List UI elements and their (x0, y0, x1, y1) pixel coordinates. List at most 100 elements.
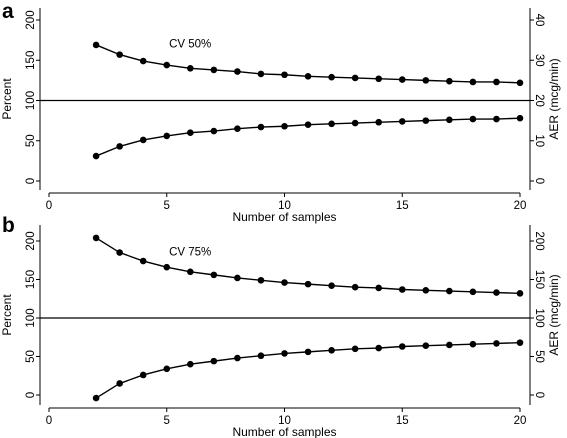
y-tick-label: 200 (25, 10, 37, 29)
data-point (328, 73, 335, 81)
data-point (398, 76, 406, 83)
data-point (210, 127, 218, 135)
data-point (304, 348, 312, 356)
y-tick-label: 100 (25, 308, 37, 327)
data-point (516, 339, 524, 346)
data-point (234, 125, 241, 132)
y-tick-label: 50 (25, 350, 37, 363)
data-point (234, 274, 241, 282)
x-axis-title: Number of samples (232, 425, 336, 438)
data-point (328, 282, 335, 289)
data-point (281, 71, 288, 79)
data-point (375, 118, 383, 126)
x-tick-label: 10 (278, 415, 291, 427)
y-axis-title: Percent (0, 294, 14, 336)
data-point (469, 340, 477, 348)
x-tick-label: 0 (46, 200, 52, 212)
y-right-tick-label: 200 (533, 231, 545, 250)
data-point (281, 350, 288, 357)
data-point (516, 290, 524, 297)
data-point (469, 115, 477, 123)
data-point (351, 119, 359, 127)
data-point (304, 280, 312, 288)
data-point (304, 73, 312, 80)
data-point (210, 357, 218, 365)
y-right-tick-label: 0 (533, 178, 545, 184)
data-point (92, 152, 100, 160)
data-point (92, 234, 100, 242)
data-point (422, 77, 430, 84)
data-point (375, 75, 383, 83)
data-point (422, 342, 430, 350)
data-point (116, 249, 123, 256)
data-point (139, 57, 147, 65)
data-point (446, 287, 453, 295)
data-point (257, 123, 265, 131)
data-point (422, 286, 430, 294)
x-tick-label: 5 (164, 415, 170, 427)
data-point (375, 344, 383, 352)
y-tick-label: 200 (25, 231, 37, 250)
data-point (187, 65, 194, 72)
data-point (116, 51, 123, 58)
data-point (163, 132, 171, 140)
data-point (116, 143, 123, 150)
data-point (281, 122, 288, 130)
data-point (257, 70, 265, 78)
data-point (187, 129, 194, 136)
x-tick-label: 10 (278, 200, 291, 212)
y-right-tick-label: 0 (533, 392, 545, 398)
y-right-tick-label: 30 (533, 54, 545, 67)
data-point (187, 268, 194, 276)
data-point (139, 371, 147, 379)
data-point (234, 354, 241, 362)
data-point (493, 340, 500, 347)
x-tick-label: 20 (514, 415, 527, 427)
x-tick-label: 20 (514, 200, 527, 212)
y-tick-label: 150 (25, 51, 37, 70)
y-tick-label: 150 (25, 270, 37, 289)
data-point (328, 347, 335, 354)
data-point (493, 289, 500, 296)
y-right-tick-label: 10 (533, 134, 545, 147)
data-point (446, 77, 453, 85)
panel-label: a (2, 0, 14, 23)
data-point (210, 271, 218, 279)
data-point (422, 117, 430, 124)
y-tick-label: 100 (25, 91, 37, 110)
data-point (446, 341, 453, 349)
data-point (163, 365, 171, 373)
data-point (139, 136, 147, 144)
data-point (257, 352, 265, 360)
y-right-tick-label: 50 (533, 350, 545, 363)
data-point (257, 276, 265, 284)
x-tick-label: 0 (46, 415, 52, 427)
y-right-tick-label: 150 (533, 270, 545, 289)
data-point (210, 66, 218, 74)
y-tick-label: 50 (25, 134, 37, 147)
y-right-tick-label: 40 (533, 14, 545, 27)
data-point (398, 286, 406, 293)
x-tick-label: 15 (396, 200, 409, 212)
chart-panel-a: a 0 50 100 150 200 0 10 20 30 40 0 5 10 15 20 Number of … (0, 0, 561, 224)
x-tick-label: 15 (396, 415, 409, 427)
data-point (139, 257, 147, 265)
data-point (469, 288, 477, 296)
y-right-tick-label: 100 (533, 308, 545, 327)
data-point (234, 68, 241, 75)
data-point (351, 345, 359, 353)
data-point (375, 284, 383, 292)
chart-panel-b: b 0 50 100 150 200 0 50 100 150 200 0 5 10 15 20 Number … (0, 214, 561, 438)
data-point (92, 41, 100, 49)
data-point (516, 79, 524, 87)
data-point (469, 78, 477, 86)
panel-label: b (2, 214, 15, 237)
data-point (281, 279, 288, 286)
data-point (187, 360, 194, 368)
data-point (304, 121, 312, 128)
data-point (493, 78, 500, 86)
cv-annotation: CV 75% (169, 247, 211, 259)
cv-annotation: CV 50% (169, 38, 211, 50)
data-point (351, 74, 359, 82)
